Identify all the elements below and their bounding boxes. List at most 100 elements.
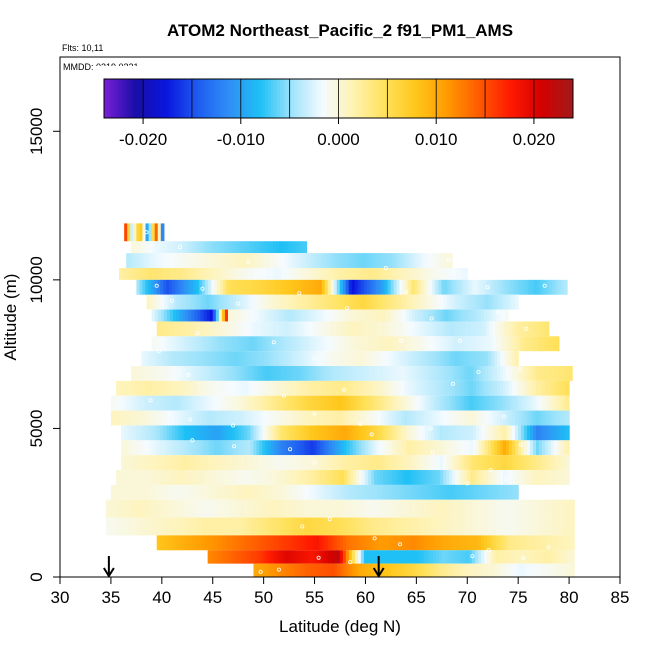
- colorbar-swatch: [356, 79, 360, 118]
- heatmap-cell: [192, 321, 197, 337]
- heatmap-cell: [314, 253, 319, 268]
- heatmap-cell: [284, 294, 289, 310]
- sample-point: [399, 338, 404, 343]
- heatmap-cell: [166, 279, 170, 295]
- heatmap-cell: [488, 410, 492, 426]
- heatmap-cell: [389, 253, 393, 268]
- heatmap-cell: [427, 440, 432, 456]
- heatmap-cell: [347, 294, 351, 310]
- heatmap-cell: [563, 366, 567, 381]
- heatmap-cell: [371, 351, 376, 367]
- heatmap-cell: [544, 517, 548, 536]
- heatmap-cell: [276, 321, 281, 337]
- heatmap-cell: [400, 499, 404, 518]
- heatmap-cell: [421, 336, 425, 352]
- heatmap-cell: [505, 455, 510, 471]
- heatmap-cell: [400, 425, 405, 441]
- heatmap-cell: [125, 484, 130, 500]
- heatmap-cell: [466, 563, 470, 577]
- heatmap-cell: [224, 253, 229, 268]
- heatmap-cell: [425, 253, 429, 268]
- heatmap-cell: [473, 484, 477, 500]
- heatmap-cell: [247, 425, 251, 441]
- heatmap-cell: [371, 484, 376, 500]
- heatmap-cell: [317, 366, 321, 381]
- heatmap-cell: [443, 484, 447, 500]
- heatmap-cell: [451, 563, 455, 577]
- colorbar-swatch: [511, 79, 515, 118]
- heatmap-cell: [126, 499, 131, 518]
- heatmap-cell: [274, 563, 279, 577]
- heatmap-cell: [401, 294, 405, 310]
- heatmap-cell: [431, 294, 435, 310]
- heatmap-cell: [266, 267, 270, 280]
- heatmap-cell: [377, 470, 381, 485]
- heatmap-cell: [230, 267, 234, 280]
- heatmap-cell: [515, 410, 519, 426]
- heatmap-cell: [474, 279, 478, 295]
- heatmap-cell: [392, 484, 396, 500]
- heatmap-cell: [478, 563, 482, 577]
- heatmap-cell: [191, 294, 196, 310]
- heatmap-cell: [449, 410, 453, 426]
- heatmap-cell: [257, 410, 262, 426]
- heatmap-cell: [330, 550, 335, 564]
- heatmap-cell: [392, 267, 396, 280]
- heatmap-cell: [163, 336, 168, 352]
- heatmap-cell: [409, 455, 414, 471]
- heatmap-cell: [515, 470, 519, 485]
- heatmap-cell: [242, 253, 247, 268]
- heatmap-cell: [539, 410, 543, 426]
- heatmap-cell: [224, 484, 229, 500]
- heatmap-cell: [317, 267, 321, 280]
- colorbar-swatch: [432, 79, 436, 118]
- heatmap-cell: [245, 267, 249, 280]
- heatmap-cell: [552, 336, 557, 352]
- heatmap-cell: [551, 380, 555, 396]
- heatmap-cell: [116, 484, 121, 500]
- heatmap-cell: [326, 410, 331, 426]
- heatmap-cell: [158, 470, 162, 485]
- heatmap-cell: [288, 535, 293, 551]
- heatmap-cell: [374, 484, 379, 500]
- x-tick-label: 85: [611, 588, 630, 607]
- heatmap-cell: [258, 241, 262, 254]
- heatmap-cell: [354, 279, 359, 295]
- heatmap-cell: [228, 550, 233, 564]
- heatmap-cell: [497, 470, 501, 485]
- heatmap-cell: [389, 410, 393, 426]
- heatmap-cell: [246, 351, 250, 367]
- heatmap-cell: [485, 410, 489, 426]
- heatmap-cell: [269, 484, 274, 500]
- heatmap-cell: [469, 336, 473, 352]
- heatmap-cell: [218, 395, 223, 411]
- heatmap-cell: [413, 470, 417, 485]
- heatmap-cell: [530, 395, 534, 411]
- heatmap-cell: [199, 425, 203, 441]
- heatmap-cell: [286, 440, 291, 456]
- heatmap-cell: [484, 455, 489, 471]
- heatmap-cell: [383, 267, 387, 280]
- heatmap-cell: [359, 395, 364, 411]
- heatmap-cell: [562, 563, 566, 577]
- heatmap-cell: [200, 294, 205, 310]
- heatmap-cell: [179, 294, 184, 310]
- heatmap-cell: [377, 484, 382, 500]
- heatmap-cell: [539, 455, 543, 471]
- heatmap-cell: [156, 499, 161, 518]
- heatmap-cell: [443, 294, 447, 310]
- heatmap-cell: [562, 535, 566, 551]
- colorbar-swatch: [244, 79, 249, 118]
- heatmap-cell: [268, 455, 273, 471]
- heatmap-cell: [212, 267, 216, 280]
- heatmap-cell: [473, 366, 477, 381]
- heatmap-cell: [188, 267, 192, 280]
- heatmap-cell: [246, 321, 251, 337]
- heatmap-cell: [306, 279, 311, 295]
- heatmap-cell: [357, 279, 362, 295]
- heatmap-cell: [425, 294, 429, 310]
- heatmap-cell: [385, 499, 389, 518]
- heatmap-cell: [152, 380, 156, 396]
- heatmap-cell: [146, 366, 150, 381]
- heatmap-cell: [266, 294, 271, 310]
